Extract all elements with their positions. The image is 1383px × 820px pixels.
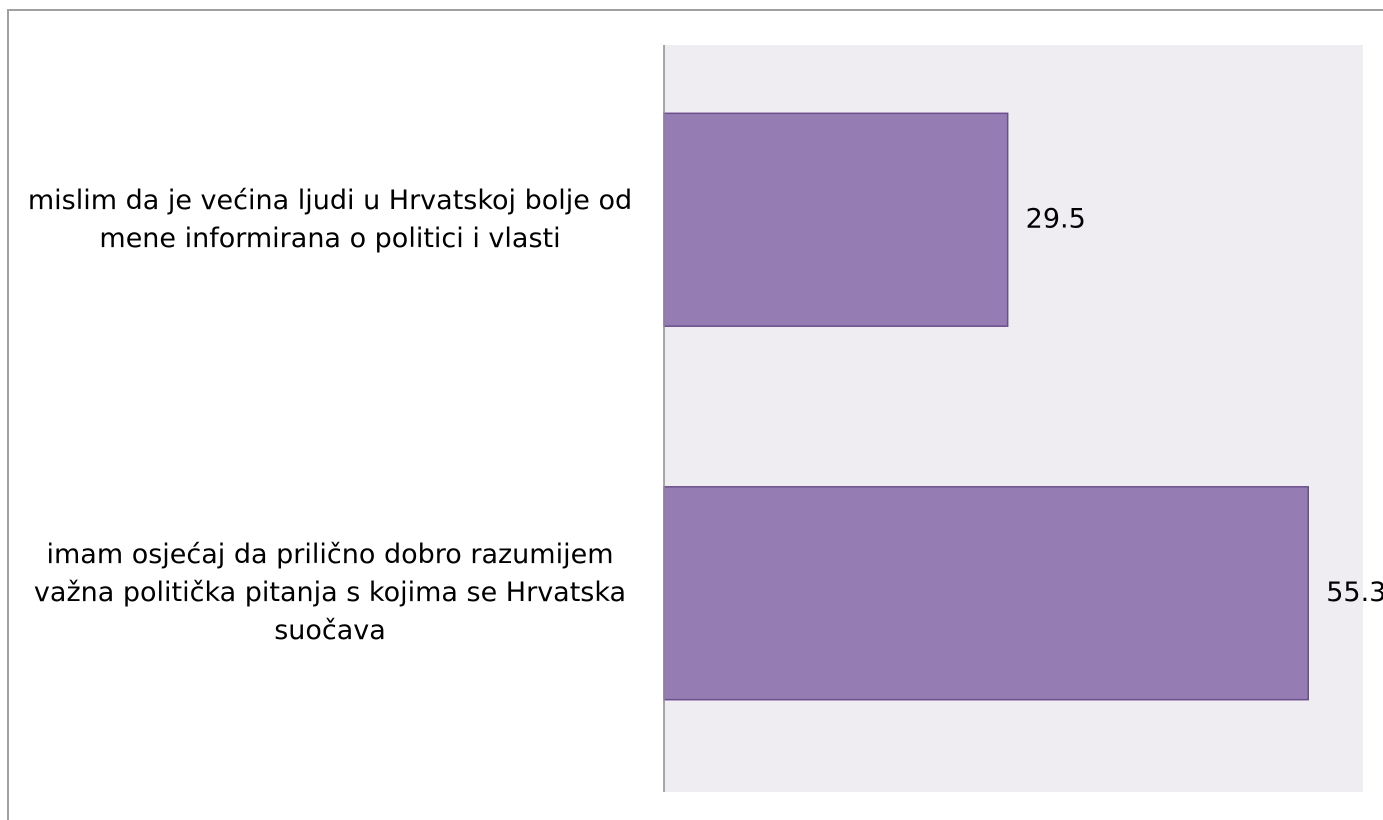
frame [7,9,1383,820]
bar [663,486,1309,701]
value-label: 29.5 [1026,203,1086,234]
category-label: imam osjećaj da prilično dobro razumijem… [33,539,627,647]
bar [663,112,1009,327]
value-label: 55.3 [1326,577,1383,608]
category-label: mislim da je većina ljudi u Hrvatskoj bo… [27,184,633,254]
